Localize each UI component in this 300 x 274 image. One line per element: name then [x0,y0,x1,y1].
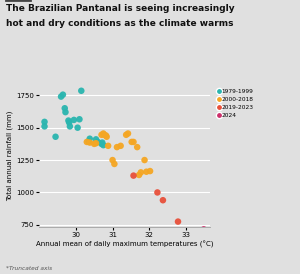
Point [95,140,100,144]
Point [66,118,71,123]
Point [84,140,89,144]
Point [86,139,91,144]
X-axis label: Annual mean of daily maximum temperatures (°C): Annual mean of daily maximum temperature… [36,241,213,248]
Point [67,120,72,125]
Point [99,142,104,146]
Point [142,158,147,162]
Point [144,170,149,174]
Point [136,173,141,177]
Point [106,144,110,148]
Point [61,92,65,97]
Point [139,170,143,175]
Point [63,110,68,114]
Point [94,137,98,142]
Point [129,140,134,144]
Point [201,227,206,232]
Point [100,140,105,145]
Point [115,145,119,149]
Text: hot and dry conditions as the climate warms: hot and dry conditions as the climate wa… [6,19,233,28]
Point [102,133,106,137]
Point [104,135,109,139]
Point [131,140,136,144]
Point [103,133,108,138]
Y-axis label: Total annual rainfall (mm): Total annual rainfall (mm) [7,111,14,201]
Point [92,142,97,146]
Point [53,135,58,139]
Point [118,144,123,148]
Point [124,133,129,137]
Text: The Brazilian Pantanal is seeing increasingly: The Brazilian Pantanal is seeing increas… [6,4,235,13]
Point [42,120,47,124]
Point [71,118,76,122]
Legend: 1979-1999, 2000-2018, 2019-2023, 2024: 1979-1999, 2000-2018, 2019-2023, 2024 [216,88,255,119]
Point [101,131,106,136]
Point [87,136,92,141]
Point [126,131,130,136]
Point [68,124,72,129]
Point [148,169,152,173]
Point [75,125,80,130]
Point [59,95,64,99]
Point [110,158,115,162]
Point [99,133,104,137]
Point [87,140,92,145]
Point [62,106,67,110]
Point [94,141,98,145]
Point [131,173,136,178]
Point [112,162,117,166]
Point [135,145,140,149]
Point [42,124,47,129]
Point [77,117,82,121]
Point [79,89,84,93]
Point [101,143,106,147]
Point [176,219,180,224]
Text: *Truncated axis: *Truncated axis [6,266,52,271]
Point [155,190,160,195]
Point [160,198,165,202]
